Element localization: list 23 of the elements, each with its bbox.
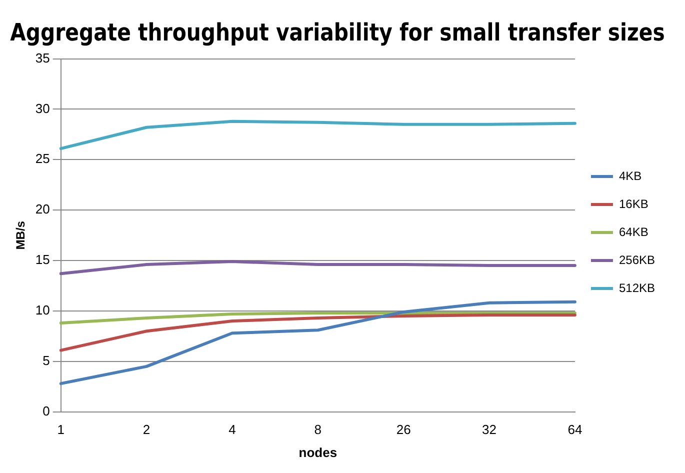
x-tick-label: 26 — [396, 422, 411, 438]
legend-label: 512KB — [618, 280, 655, 295]
y-tick-label: 5 — [42, 352, 50, 368]
chart-title: Aggregate throughput variability for small transfer sizes — [10, 19, 665, 48]
legend-label: 16KB — [618, 196, 648, 211]
y-axis-title: MB/s — [14, 220, 28, 250]
y-tick-label: 25 — [35, 151, 50, 166]
y-tick-label: 15 — [35, 252, 50, 268]
x-tick-label: 4 — [228, 422, 236, 438]
y-tick-label: 0 — [42, 403, 50, 418]
legend-label: 4KB — [618, 168, 642, 183]
x-tick-label: 8 — [314, 422, 322, 438]
legend-label: 256KB — [618, 252, 655, 267]
y-tick-label: 10 — [35, 302, 50, 318]
x-tick-label: 2 — [142, 422, 150, 438]
x-axis-title: nodes — [298, 444, 338, 460]
y-tick-label: 20 — [35, 202, 50, 217]
x-tick-label: 32 — [482, 422, 497, 438]
legend-label: 64KB — [618, 224, 648, 239]
x-tick-label: 1 — [57, 422, 64, 438]
y-tick-label: 30 — [35, 100, 50, 116]
y-tick-label: 35 — [35, 50, 50, 66]
x-tick-label: 64 — [568, 422, 582, 438]
